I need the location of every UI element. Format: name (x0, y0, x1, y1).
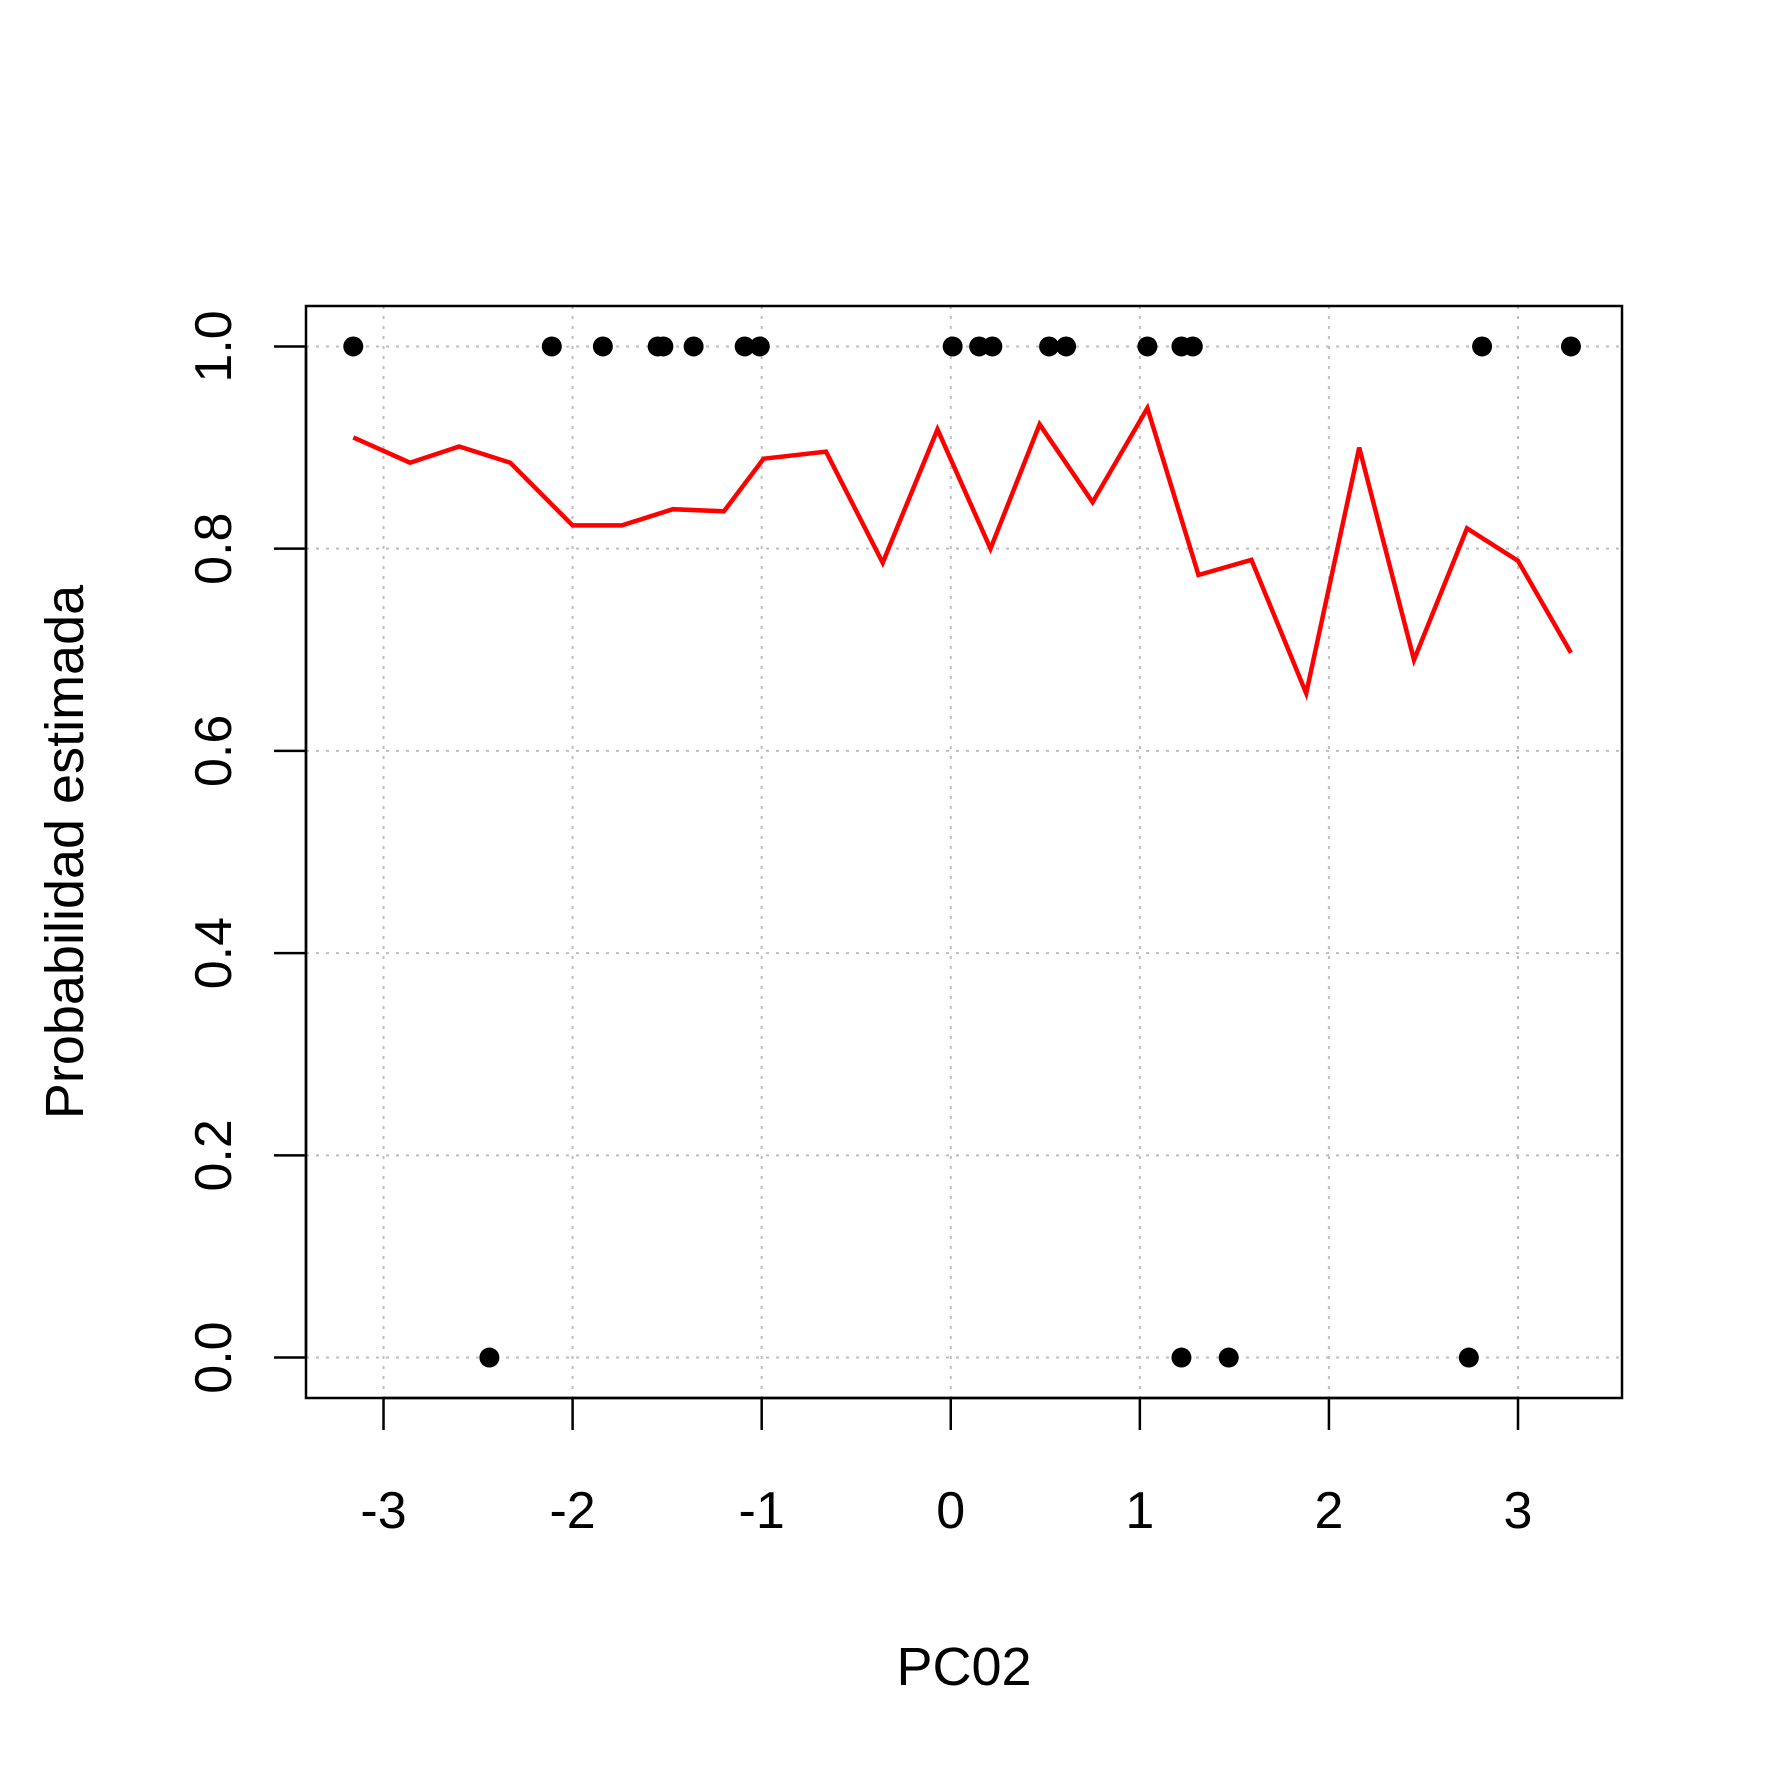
scatter-points (343, 336, 1581, 1368)
y-tick-label: 0.0 (185, 1321, 243, 1393)
data-point (1039, 336, 1060, 357)
y-axis-title: Probabilidad estimada (35, 584, 95, 1119)
data-point (1458, 1347, 1479, 1368)
x-tick-label: -2 (549, 1482, 595, 1540)
probability-line (352, 402, 1573, 701)
x-tick-label: 0 (936, 1482, 965, 1540)
y-tick-label: 0.6 (185, 715, 243, 787)
data-point (541, 336, 562, 357)
data-point (479, 1347, 500, 1368)
data-point (1182, 336, 1203, 357)
data-point (749, 336, 770, 357)
y-tick-label: 0.4 (185, 917, 243, 989)
y-tick-label: 0.8 (185, 513, 243, 585)
data-point (343, 336, 364, 357)
data-point (734, 336, 755, 357)
data-point (1056, 336, 1077, 357)
y-tick-label: 1.0 (185, 310, 243, 382)
y-axis: 0.0 0.2 0.4 0.6 0.8 1.0 (185, 310, 308, 1394)
data-point (1560, 336, 1581, 357)
data-point (942, 336, 963, 357)
data-point (683, 336, 704, 357)
data-point (982, 336, 1003, 357)
x-axis-title: PC02 (896, 1637, 1031, 1697)
line-series (352, 402, 1573, 701)
grid-lines (306, 306, 1622, 1398)
data-point (1137, 336, 1158, 357)
x-tick-label: -3 (360, 1482, 406, 1540)
x-tick-label: 2 (1314, 1482, 1343, 1540)
data-point (653, 336, 674, 357)
plot-frame (304, 304, 1624, 1400)
x-tick-label: 3 (1504, 1482, 1533, 1540)
x-tick-label: -1 (739, 1482, 785, 1540)
x-axis: -3 -2 -1 0 1 2 3 (360, 1396, 1533, 1540)
data-point (1171, 1347, 1192, 1368)
data-point (1218, 1347, 1239, 1368)
data-point (1472, 336, 1493, 357)
y-tick-label: 0.2 (185, 1119, 243, 1191)
x-tick-label: 1 (1125, 1482, 1154, 1540)
data-point (592, 336, 613, 357)
